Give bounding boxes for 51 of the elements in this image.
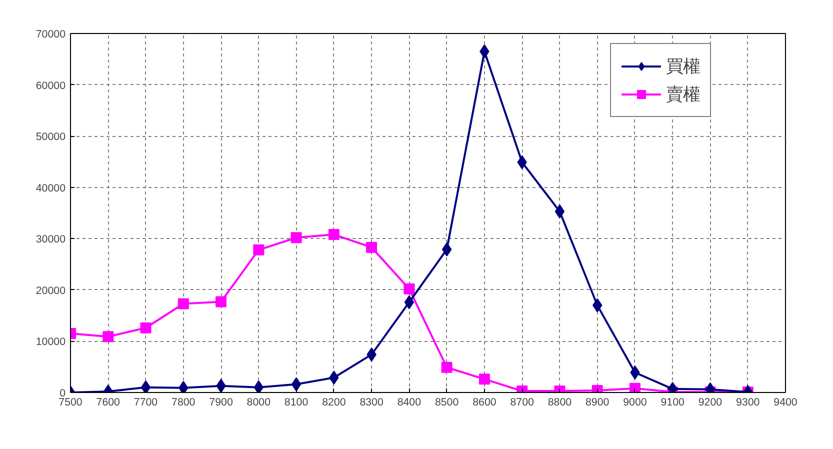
- y-tick-label: 0: [60, 388, 66, 400]
- point: [630, 366, 640, 380]
- point: [254, 380, 264, 392]
- x-tick-label: 7600: [96, 396, 120, 408]
- point: [102, 331, 114, 342]
- x-tick-label: 8300: [360, 396, 384, 408]
- point: [140, 322, 152, 334]
- point: [366, 242, 378, 253]
- x-tick-label: 8100: [284, 396, 308, 408]
- point: [253, 244, 264, 256]
- x-tick-label: 8000: [246, 396, 271, 408]
- point: [216, 296, 227, 308]
- y-tick-label: 60000: [36, 80, 66, 92]
- x-tick-label: 9300: [736, 396, 760, 408]
- x-tick-label: 8200: [322, 396, 346, 408]
- x-tick-label: 7800: [172, 396, 196, 408]
- point: [404, 295, 414, 310]
- x-tick-label: 8800: [548, 396, 572, 408]
- x-tick-label: 9100: [660, 396, 685, 408]
- point: [441, 362, 452, 373]
- point: [291, 377, 302, 392]
- y-tick-label: 10000: [36, 336, 66, 348]
- point: [216, 378, 226, 392]
- point: [140, 380, 151, 392]
- x-tick-label: 8900: [585, 396, 610, 408]
- x-tick-label: 9400: [774, 396, 798, 408]
- x-tick-label: 8500: [434, 396, 459, 408]
- point: [478, 374, 490, 385]
- point: [404, 283, 415, 294]
- point: [442, 242, 452, 256]
- point: [629, 382, 640, 392]
- x-tick-label: 8400: [397, 396, 422, 408]
- x-tick-label: 7900: [209, 396, 233, 408]
- x-tick-label: 8600: [472, 396, 496, 408]
- y-tick-label: 50000: [36, 131, 66, 144]
- point: [328, 229, 340, 240]
- point: [178, 298, 189, 310]
- y-tick-label: 40000: [36, 182, 66, 194]
- x-tick-label: 7700: [134, 396, 158, 408]
- x-tick-label: 7500: [58, 396, 82, 408]
- legend-label: 買權: [666, 56, 700, 78]
- x-tick-label: 9000: [623, 396, 647, 408]
- x-tick-label: 8700: [510, 396, 534, 408]
- point: [554, 204, 565, 218]
- point: [290, 232, 302, 244]
- y-tick-label: 70000: [36, 28, 66, 40]
- y-tick-label: 30000: [36, 234, 66, 246]
- x-tick-label: 9200: [698, 396, 722, 408]
- legend-label: 賣權: [666, 84, 700, 106]
- point: [178, 380, 188, 392]
- y-tick-label: 20000: [36, 284, 66, 297]
